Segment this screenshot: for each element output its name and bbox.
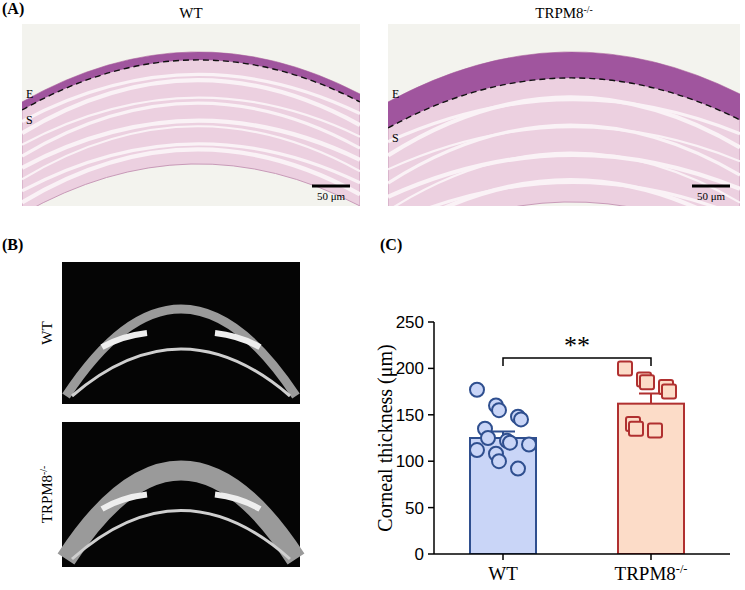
y-tick	[428, 414, 434, 416]
stroma-fiber	[388, 180, 740, 206]
data-point	[503, 436, 517, 450]
oct-image	[62, 262, 300, 404]
y-axis-label: Corneal thickness (μm)	[374, 344, 397, 531]
image-title: WT	[39, 321, 55, 344]
y-tick-label: 0	[415, 545, 424, 564]
y-tick	[428, 321, 434, 323]
y-tick	[428, 553, 434, 555]
layer-label: S	[26, 113, 33, 127]
image-background	[62, 262, 300, 404]
image-background	[62, 422, 300, 567]
iris	[102, 333, 147, 347]
y-axis	[433, 322, 435, 554]
lens-capsule	[72, 511, 290, 560]
y-tick-label: 150	[396, 406, 424, 425]
tissue	[22, 52, 360, 206]
image-title: TRPM8-/-	[535, 4, 593, 22]
panel-label: (A)	[2, 0, 24, 18]
data-point	[662, 385, 676, 399]
scale-bar-label: 50 μm	[317, 190, 346, 202]
data-point	[648, 424, 662, 438]
data-point	[492, 454, 506, 468]
epithelium	[22, 52, 360, 110]
text-part: TRPM8	[535, 5, 583, 21]
cornea	[66, 471, 296, 560]
panel-label: (C)	[380, 236, 402, 254]
data-point	[470, 443, 484, 457]
x-tick-label: TRPM8-/-	[615, 562, 688, 584]
data-point	[470, 383, 484, 397]
scale-bar	[692, 185, 730, 188]
figure-root: (A)ES50 μmWTES50 μmTRPM8-/-(B)WTTRPM8-/-…	[0, 0, 745, 590]
data-point	[481, 431, 495, 445]
superscript: -/-	[38, 466, 49, 475]
scale-bar	[312, 185, 350, 188]
histology-image: ES 50 μm	[22, 24, 360, 214]
data-point	[492, 403, 506, 417]
superscript: -/-	[676, 562, 688, 576]
data-point	[511, 462, 525, 476]
cornea	[66, 309, 296, 396]
iris	[215, 495, 260, 510]
oct-image	[62, 422, 300, 567]
x-tick	[650, 554, 652, 560]
stroma-fiber	[22, 149, 360, 202]
epithelium	[388, 52, 740, 128]
boundary-line	[388, 78, 740, 128]
panel-label: (B)	[2, 236, 23, 254]
text-part: TRPM8	[39, 475, 55, 523]
data-point	[640, 375, 654, 389]
layer-label: E	[392, 87, 399, 101]
image-title: TRPM8-/-	[38, 466, 56, 524]
layer-label: E	[26, 87, 33, 101]
y-tick-label: 50	[405, 499, 424, 518]
boundary-line	[22, 60, 360, 110]
bar	[618, 404, 684, 554]
figure: (A)ES50 μmWTES50 μmTRPM8-/-(B)WTTRPM8-/-…	[0, 0, 745, 590]
data-point	[618, 361, 632, 375]
bar	[470, 438, 536, 554]
histology-image: E S 50 μm	[388, 24, 740, 252]
x-tick-label: WT	[488, 563, 518, 584]
y-tick-label: 250	[396, 313, 424, 332]
error-bar	[639, 393, 663, 403]
scale-bar-label: 50 μm	[697, 190, 726, 202]
stroma	[388, 52, 740, 206]
y-tick-label: 100	[396, 452, 424, 471]
x-axis	[434, 553, 730, 555]
x-tick	[502, 554, 504, 560]
significance-label: **	[564, 331, 590, 360]
y-tick	[428, 507, 434, 509]
stroma	[22, 52, 360, 206]
marks	[470, 361, 684, 554]
layer-label: S	[392, 131, 399, 145]
tissue	[388, 52, 740, 206]
data-point	[514, 412, 528, 426]
text-part: TRPM8	[615, 563, 676, 584]
y-tick-label: 200	[396, 359, 424, 378]
iris	[102, 495, 147, 510]
lens-capsule	[72, 349, 290, 396]
data-point	[629, 422, 643, 436]
superscript: -/-	[584, 4, 593, 15]
image-title: WT	[179, 5, 202, 21]
y-tick	[428, 460, 434, 462]
data-point	[522, 437, 536, 451]
y-tick	[428, 368, 434, 370]
iris	[215, 333, 260, 347]
